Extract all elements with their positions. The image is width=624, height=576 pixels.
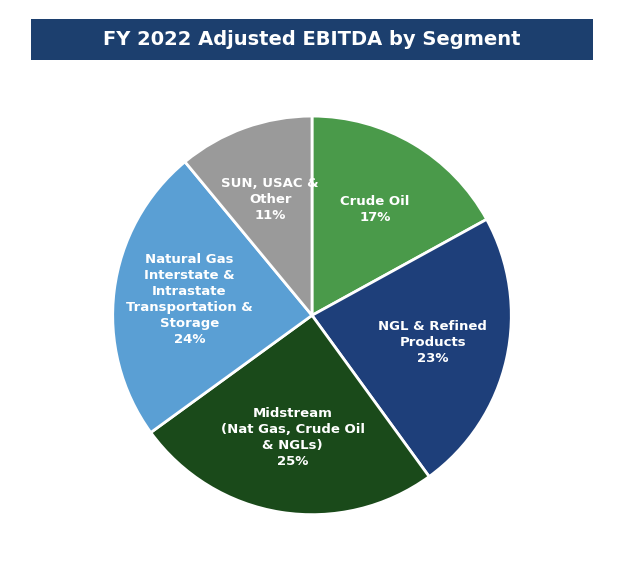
- Wedge shape: [312, 116, 487, 316]
- Text: Midstream
(Nat Gas, Crude Oil
& NGLs)
25%: Midstream (Nat Gas, Crude Oil & NGLs) 25…: [221, 407, 364, 468]
- Wedge shape: [185, 116, 312, 316]
- Text: NGL & Refined
Products
23%: NGL & Refined Products 23%: [378, 320, 487, 365]
- Wedge shape: [113, 162, 312, 433]
- Wedge shape: [151, 316, 429, 514]
- Text: SUN, USAC &
Other
11%: SUN, USAC & Other 11%: [222, 177, 319, 222]
- Text: FY 2022 Adjusted EBITDA by Segment: FY 2022 Adjusted EBITDA by Segment: [103, 31, 521, 49]
- Text: Natural Gas
Interstate &
Intrastate
Transportation &
Storage
24%: Natural Gas Interstate & Intrastate Tran…: [126, 253, 253, 346]
- Text: Crude Oil
17%: Crude Oil 17%: [340, 195, 409, 223]
- Wedge shape: [312, 219, 511, 476]
